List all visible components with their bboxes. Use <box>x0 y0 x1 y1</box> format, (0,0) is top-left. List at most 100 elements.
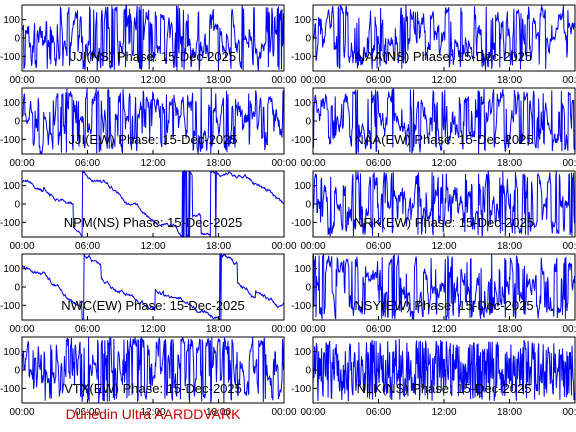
x-tick-label: 00:00 <box>562 324 576 335</box>
y-tick-label: -100 <box>0 135 20 146</box>
y-tick-label: 0 <box>14 366 20 377</box>
phase-trace <box>21 169 285 239</box>
x-tick-label: 12:00 <box>431 407 456 418</box>
x-tick-label: 12:00 <box>431 75 456 86</box>
phase-trace <box>21 336 285 403</box>
x-tick-label: 06:00 <box>366 75 391 86</box>
phase-trace <box>312 87 576 155</box>
y-tick-label: 0 <box>14 200 20 211</box>
phase-panel: 100 0 -100 00:00 06:00 12:00 18:00 00:00 NSY(EW)… <box>291 253 576 335</box>
x-tick-label: 18:00 <box>206 241 231 252</box>
x-tick-label: 18:00 <box>497 158 522 169</box>
phase-trace <box>21 88 285 154</box>
x-tick-label: 00:00 <box>271 158 296 169</box>
x-tick-label: 18:00 <box>497 324 522 335</box>
y-tick-label: 0 <box>14 117 20 128</box>
y-tick-label: 100 <box>294 15 311 26</box>
y-tick-label: -100 <box>291 218 311 229</box>
y-tick-label: 100 <box>3 264 20 275</box>
x-tick-label: 00:00 <box>562 241 576 252</box>
phase-panel: 100 0 -100 00:00 06:00 12:00 18:00 00:00 NWC(EW)… <box>0 252 297 335</box>
phase-trace <box>312 5 576 71</box>
x-tick-label: 18:00 <box>497 407 522 418</box>
y-tick-label: 100 <box>294 264 311 275</box>
y-tick-label: -100 <box>0 301 20 312</box>
x-tick-label: 00:00 <box>300 407 325 418</box>
y-tick-label: 100 <box>3 347 20 358</box>
y-tick-label: 0 <box>305 117 311 128</box>
x-tick-label: 00:00 <box>9 158 34 169</box>
x-tick-label: 00:00 <box>300 75 325 86</box>
y-tick-label: 100 <box>3 98 20 109</box>
y-tick-label: -100 <box>291 301 311 312</box>
y-tick-label: 100 <box>294 98 311 109</box>
x-tick-label: 00:00 <box>562 158 576 169</box>
phase-trace <box>312 338 576 402</box>
phase-panel: 100 0 -100 00:00 06:00 12:00 18:00 00:00 NAA(EW)… <box>291 87 576 169</box>
phase-trace <box>312 254 576 320</box>
panel-title: NWC(EW) Phase: 15-Dec-2025 <box>61 298 245 313</box>
phase-panel: 100 0 -100 00:00 06:00 12:00 18:00 00:00 VTX(EW)… <box>0 336 297 418</box>
x-tick-label: 18:00 <box>497 75 522 86</box>
phase-panel: 100 0 -100 00:00 06:00 12:00 18:00 00:00 NRK(EW)… <box>291 170 576 252</box>
y-tick-label: -100 <box>291 52 311 63</box>
phase-trace <box>312 171 576 238</box>
phase-panel: 100 0 -100 00:00 06:00 12:00 18:00 00:00 JJI(NS)… <box>0 4 297 86</box>
x-tick-label: 12:00 <box>140 158 165 169</box>
x-tick-label: 06:00 <box>75 324 100 335</box>
x-tick-label: 00:00 <box>562 407 576 418</box>
y-tick-label: 100 <box>294 347 311 358</box>
x-tick-label: 06:00 <box>366 407 391 418</box>
x-tick-label: 18:00 <box>206 407 231 418</box>
x-tick-label: 06:00 <box>75 75 100 86</box>
panel-title: VTX(EW) Phase: 15-Dec-2025 <box>64 381 242 396</box>
x-tick-label: 00:00 <box>271 407 296 418</box>
x-tick-label: 06:00 <box>366 324 391 335</box>
x-tick-label: 06:00 <box>75 241 100 252</box>
y-tick-label: 0 <box>14 283 20 294</box>
phase-panel: 100 0 -100 00:00 06:00 12:00 18:00 00:00 NLK(NS)… <box>291 336 576 418</box>
y-tick-label: 100 <box>294 181 311 192</box>
y-tick-label: 0 <box>305 200 311 211</box>
x-tick-label: 00:00 <box>271 324 296 335</box>
y-tick-label: -100 <box>291 135 311 146</box>
y-tick-label: 0 <box>305 366 311 377</box>
y-tick-label: -100 <box>0 384 20 395</box>
x-tick-label: 00:00 <box>271 241 296 252</box>
panel-title: NRK(EW) Phase: 15-Dec-2025 <box>354 215 534 230</box>
y-tick-label: -100 <box>291 384 311 395</box>
phase-panel: 100 0 -100 00:00 06:00 12:00 18:00 00:00 JJI(EW)… <box>0 87 297 169</box>
x-tick-label: 00:00 <box>9 75 34 86</box>
x-tick-label: 18:00 <box>206 75 231 86</box>
panel-title: NSY(EW) Phase: 15-Dec-2025 <box>354 298 533 313</box>
x-tick-label: 00:00 <box>9 407 34 418</box>
panel-title: NAA(NS) Phase: 15-Dec-2025 <box>356 49 532 64</box>
y-tick-label: 0 <box>305 34 311 45</box>
x-tick-label: 06:00 <box>75 407 100 418</box>
x-tick-label: 18:00 <box>497 241 522 252</box>
x-tick-label: 00:00 <box>562 75 576 86</box>
x-tick-label: 00:00 <box>300 241 325 252</box>
y-tick-label: 100 <box>3 181 20 192</box>
y-tick-label: 100 <box>3 15 20 26</box>
x-tick-label: 12:00 <box>431 324 456 335</box>
y-tick-label: 0 <box>14 34 20 45</box>
panel-title: NAA(EW) Phase: 15-Dec-2025 <box>354 132 533 147</box>
x-tick-label: 12:00 <box>140 407 165 418</box>
x-tick-label: 00:00 <box>9 324 34 335</box>
panel-title: JJI(NS) Phase: 15-Dec-2025 <box>70 49 236 64</box>
x-tick-label: 06:00 <box>366 241 391 252</box>
x-tick-label: 18:00 <box>206 324 231 335</box>
phase-panel: 100 0 -100 00:00 06:00 12:00 18:00 00:00 NAA(NS)… <box>291 4 576 86</box>
phase-panel: 100 0 -100 00:00 06:00 12:00 18:00 00:00 NPM(NS)… <box>0 169 297 252</box>
x-tick-label: 12:00 <box>140 241 165 252</box>
x-tick-label: 12:00 <box>431 158 456 169</box>
x-tick-label: 06:00 <box>75 158 100 169</box>
x-tick-label: 00:00 <box>300 324 325 335</box>
panel-title: NPM(NS) Phase: 15-Dec-2025 <box>64 215 242 230</box>
y-tick-label: -100 <box>0 52 20 63</box>
panel-title: JJI(EW) Phase: 15-Dec-2025 <box>68 132 237 147</box>
x-tick-label: 12:00 <box>140 324 165 335</box>
phase-trace <box>21 4 285 71</box>
